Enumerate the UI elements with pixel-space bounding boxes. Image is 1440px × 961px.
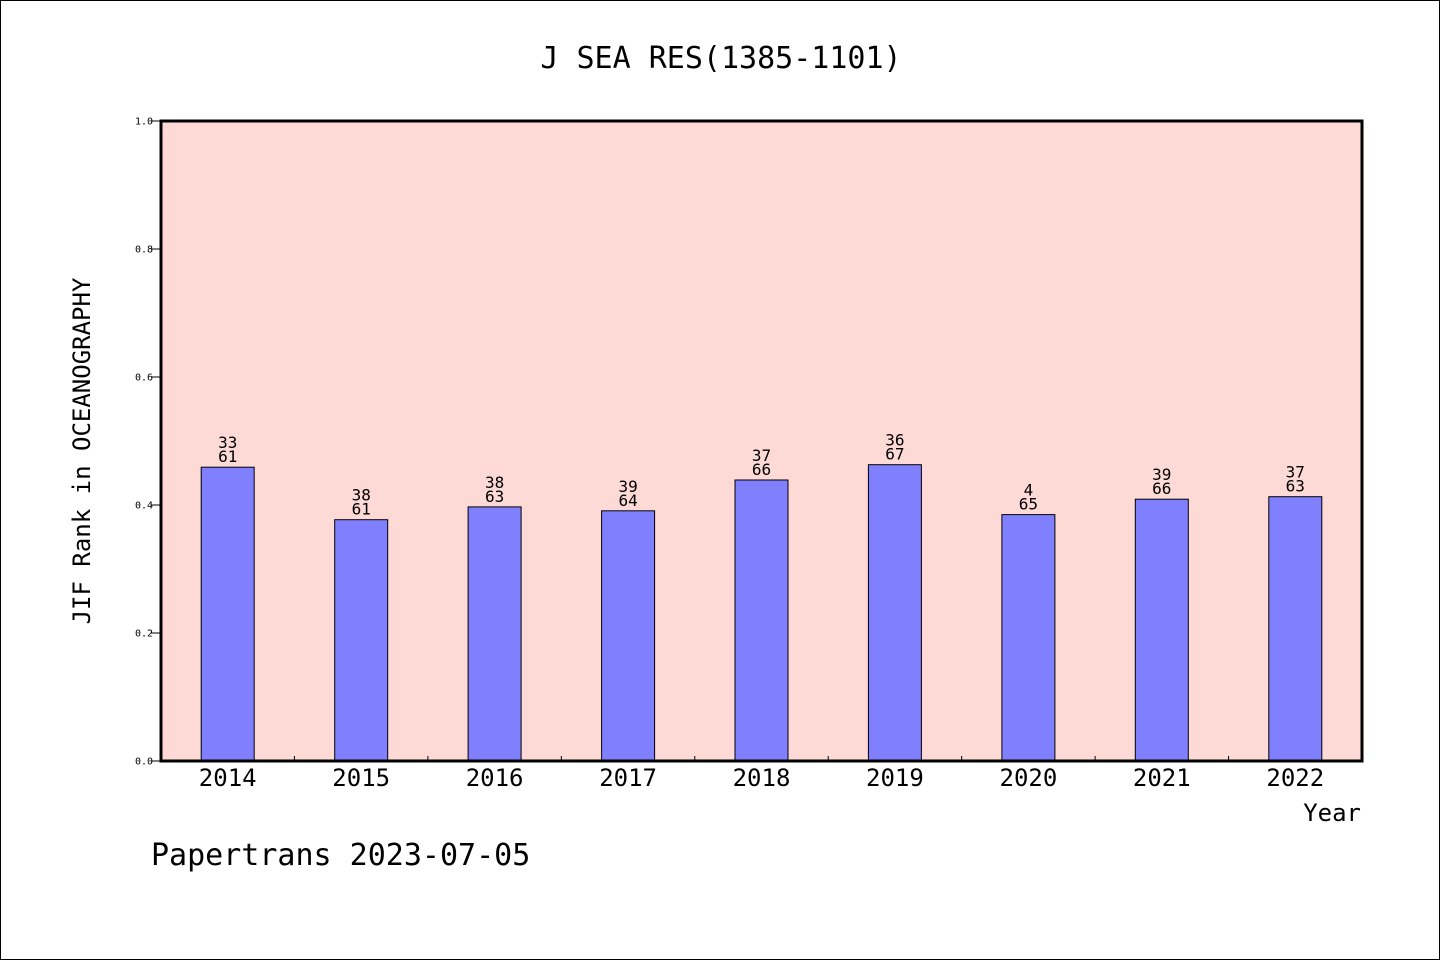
- y-tick-label-0.6: 0.6: [135, 373, 153, 384]
- y-tick-label-0.4: 0.4: [135, 501, 153, 512]
- x-tick-label-2020: 2020: [1000, 764, 1058, 792]
- bar-label-total-2019: 67: [885, 445, 904, 464]
- bar-label-rank-2021: 39: [1152, 465, 1171, 484]
- footer-credit: Papertrans 2023-07-05: [151, 838, 530, 873]
- x-tick-label-2016: 2016: [466, 764, 524, 792]
- x-tick-label-2017: 2017: [599, 764, 657, 792]
- x-axis: 2014 2015 2016 2017 2018 2019 2020 2021 2022: [199, 756, 1324, 792]
- bar-label-total-2014: 61: [218, 447, 237, 466]
- y-tick-label-1.0: 1.0: [135, 117, 153, 128]
- bar-label-total-2017: 64: [618, 491, 637, 510]
- bar-label-rank-2020: 4: [1024, 481, 1034, 500]
- bar-label-rank-2016: 38: [485, 473, 504, 492]
- y-axis: 0.0 0.2 0.4 0.6 0.8 1.0: [135, 117, 161, 768]
- x-tick-label-2021: 2021: [1133, 764, 1191, 792]
- x-axis-label: Year: [1303, 799, 1361, 827]
- bar-label-total-2018: 66: [752, 460, 771, 479]
- x-tick-label-2015: 2015: [332, 764, 390, 792]
- y-tick-label-0.0: 0.0: [135, 757, 153, 768]
- bar-label-rank-2014: 33: [218, 433, 237, 452]
- bar-2016: [467, 506, 522, 762]
- bar-label-total-2021: 66: [1152, 479, 1171, 498]
- x-tick-label-2019: 2019: [866, 764, 924, 792]
- bar-2014: [200, 466, 255, 762]
- bar-2017: [601, 510, 656, 762]
- bar-2018: [734, 479, 789, 762]
- bar-label-rank-2018: 37: [752, 446, 771, 465]
- y-tick-label-0.2: 0.2: [135, 629, 153, 640]
- y-tick-label-0.8: 0.8: [135, 245, 153, 256]
- y-axis-label: JIF Rank in OCEANOGRAPHY: [68, 277, 96, 624]
- bar-label-total-2020: 65: [1019, 495, 1038, 514]
- x-tick-label-2018: 2018: [733, 764, 791, 792]
- bar-label-rank-2022: 37: [1286, 463, 1305, 482]
- bar-2019: [867, 464, 922, 762]
- bar-2021: [1134, 498, 1189, 762]
- chart-title: J SEA RES(1385-1101): [540, 41, 901, 76]
- bar-label-rank-2015: 38: [352, 486, 371, 505]
- bar-label-rank-2017: 39: [618, 477, 637, 496]
- bar-label-total-2022: 63: [1286, 477, 1305, 496]
- bar-2020: [1001, 514, 1056, 762]
- bar-label-total-2016: 63: [485, 487, 504, 506]
- x-tick-label-2022: 2022: [1266, 764, 1324, 792]
- bar-2015: [334, 519, 389, 762]
- bar-2022: [1268, 496, 1323, 762]
- x-tick-label-2014: 2014: [199, 764, 257, 792]
- bar-label-rank-2019: 36: [885, 431, 904, 450]
- plot-border: [159, 119, 1364, 763]
- bar-label-total-2015: 61: [352, 500, 371, 519]
